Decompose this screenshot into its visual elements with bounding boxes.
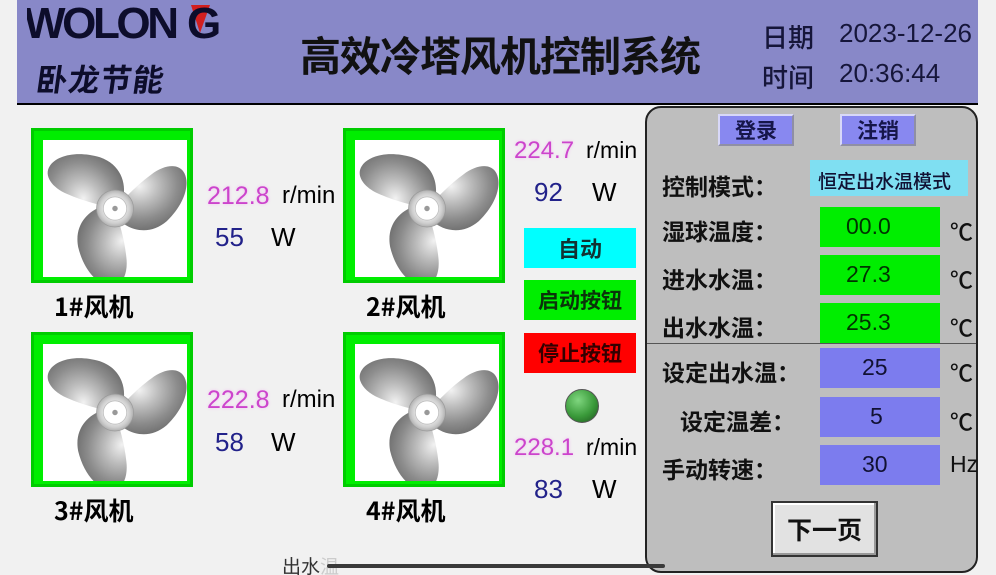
svg-text:WOLON: WOLON: [27, 0, 176, 48]
svg-text:G: G: [187, 0, 221, 48]
